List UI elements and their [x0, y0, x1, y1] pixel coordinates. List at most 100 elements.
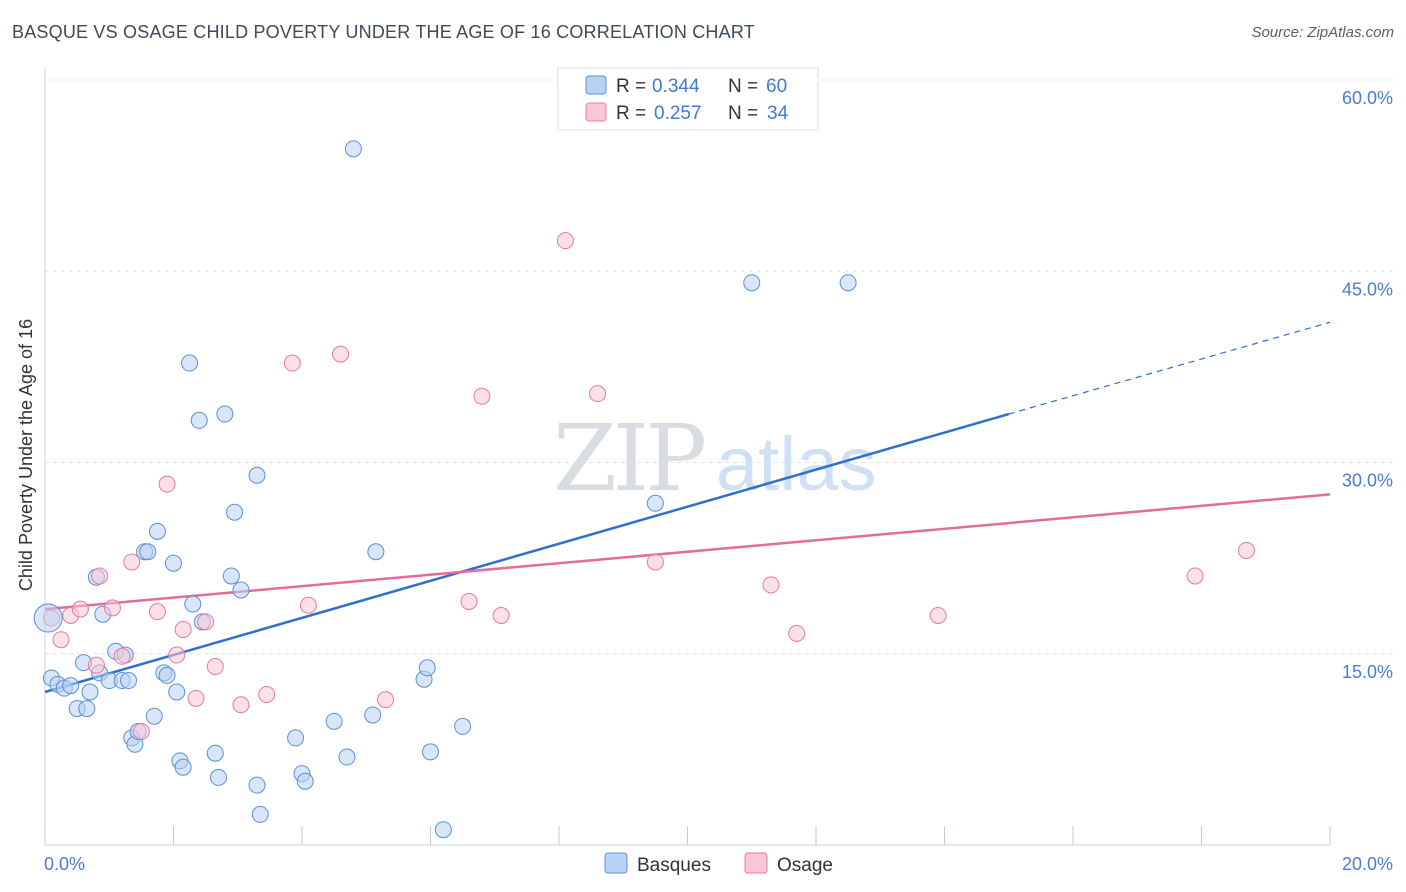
- basques-point-51: [418, 659, 436, 677]
- basques-point-37: [226, 503, 244, 521]
- osage-point-22: [377, 691, 395, 709]
- osage-point-23: [460, 592, 478, 610]
- osage-point-20: [299, 596, 317, 614]
- osage-point-28: [646, 553, 664, 571]
- basques-point-49: [367, 543, 385, 561]
- gridlines: [45, 79, 1395, 655]
- basques-point-38: [232, 581, 250, 599]
- watermark-atlas: atlas: [716, 422, 877, 507]
- basques-point-cluster: [33, 603, 63, 633]
- trend-line-basques-extension: [1008, 321, 1331, 415]
- series-legend-swatch-basques: [604, 852, 628, 874]
- basques-point-52: [422, 743, 439, 761]
- osage-point-9: [132, 723, 150, 741]
- legend-n-label-osage: N =: [728, 103, 758, 124]
- osage-point-11: [158, 475, 176, 493]
- osage-point-6: [103, 599, 121, 617]
- osage-point-15: [197, 613, 215, 631]
- legend-r-value-basques: 0.344: [652, 76, 700, 97]
- y-axis-label: Child Poverty Under the Age of 16: [16, 319, 36, 591]
- legend-n-value-basques: 60: [766, 76, 787, 97]
- basques-point-46: [338, 748, 356, 766]
- osage-point-33: [1237, 541, 1255, 559]
- basques-point-31: [190, 411, 208, 429]
- basques-point-20: [139, 543, 157, 561]
- series-legend-label-osage: Osage: [777, 855, 833, 876]
- osage-point-29: [762, 576, 780, 594]
- osage-point-21: [332, 345, 350, 363]
- basques-point-6: [78, 700, 96, 718]
- basques-point-55: [646, 494, 664, 512]
- basques-point-36: [222, 567, 240, 585]
- osage-point-25: [492, 607, 510, 624]
- legend-swatch-basques: [585, 75, 607, 95]
- osage-point-30: [788, 624, 806, 642]
- basques-point-56: [743, 274, 761, 292]
- osage-point-13: [174, 621, 192, 639]
- basques-point-33: [206, 744, 224, 762]
- osage-point-4: [87, 656, 105, 674]
- y-tick-label-45: 45.0%: [1342, 279, 1393, 299]
- osage-point-31: [929, 607, 947, 624]
- basques-point-41: [251, 805, 269, 823]
- basques-point-42: [287, 729, 305, 747]
- basques-point-7: [81, 683, 99, 701]
- basques-point-21: [145, 707, 163, 725]
- x-tick-label-min: 0.0%: [44, 854, 85, 874]
- watermark-zip: ZIP: [553, 405, 704, 512]
- legend-swatch-osage: [585, 102, 607, 122]
- basques-point-57: [839, 274, 857, 292]
- basques-point-54: [454, 717, 472, 735]
- y-tick-label-15: 15.0%: [1342, 662, 1393, 682]
- trend-line-osage: [44, 493, 1331, 611]
- basques-point-53: [434, 821, 452, 839]
- basques-point-28: [174, 758, 192, 776]
- basques-point-45: [325, 712, 343, 730]
- y-tick-label-60: 60.0%: [1342, 88, 1393, 108]
- osage-point-17: [232, 696, 250, 714]
- trend-line-basques: [44, 412, 1010, 694]
- basques-point-3: [62, 677, 80, 695]
- osage-point-18: [258, 686, 276, 704]
- osage-point-14: [187, 689, 205, 707]
- osage-point-3: [71, 600, 89, 618]
- basques-point-44: [296, 772, 314, 790]
- series-legend: Basques Osage: [604, 852, 833, 876]
- basques-point-26: [168, 683, 186, 701]
- basques-point-15: [120, 672, 138, 690]
- series-legend-swatch-osage: [744, 852, 768, 874]
- osage-point-12: [168, 646, 186, 664]
- legend-n-value-osage: 34: [767, 103, 789, 124]
- osage-point-26: [556, 232, 574, 250]
- source-label: Source: ZipAtlas.com: [1251, 24, 1394, 41]
- basques-point-24: [158, 666, 176, 684]
- osage-point-27: [589, 385, 607, 403]
- series-legend-label-basques: Basques: [637, 855, 711, 876]
- basques-point-35: [216, 405, 234, 423]
- osage-point-7: [113, 647, 131, 665]
- legend-n-label-basques: N =: [728, 76, 758, 97]
- basques-point-48: [364, 706, 382, 724]
- basques-point-34: [209, 768, 227, 786]
- osage-point-24: [473, 387, 491, 405]
- osage-point-5: [91, 567, 109, 585]
- data-points: [33, 140, 1255, 839]
- osage-point-32: [1186, 567, 1204, 585]
- basques-point-39: [248, 466, 266, 484]
- axes: [44, 68, 1331, 846]
- chart-title: BASQUE VS OSAGE CHILD POVERTY UNDER THE …: [12, 22, 755, 42]
- osage-point-19: [283, 354, 301, 372]
- basques-point-47: [344, 140, 362, 158]
- trend-lines: [44, 321, 1331, 694]
- basques-point-40: [248, 776, 266, 794]
- basques-point-22: [148, 522, 166, 540]
- stats-legend: R = 0.344 N = 60 R = 0.257 N = 34: [557, 67, 819, 131]
- basques-point-25: [165, 554, 182, 572]
- osage-point-16: [206, 658, 224, 675]
- legend-r-label-osage: R =: [616, 103, 646, 124]
- osage-point-1: [52, 631, 70, 649]
- y-tick-label-30: 30.0%: [1342, 471, 1393, 491]
- osage-point-8: [123, 553, 141, 571]
- x-tick-label-max: 20.0%: [1342, 854, 1393, 874]
